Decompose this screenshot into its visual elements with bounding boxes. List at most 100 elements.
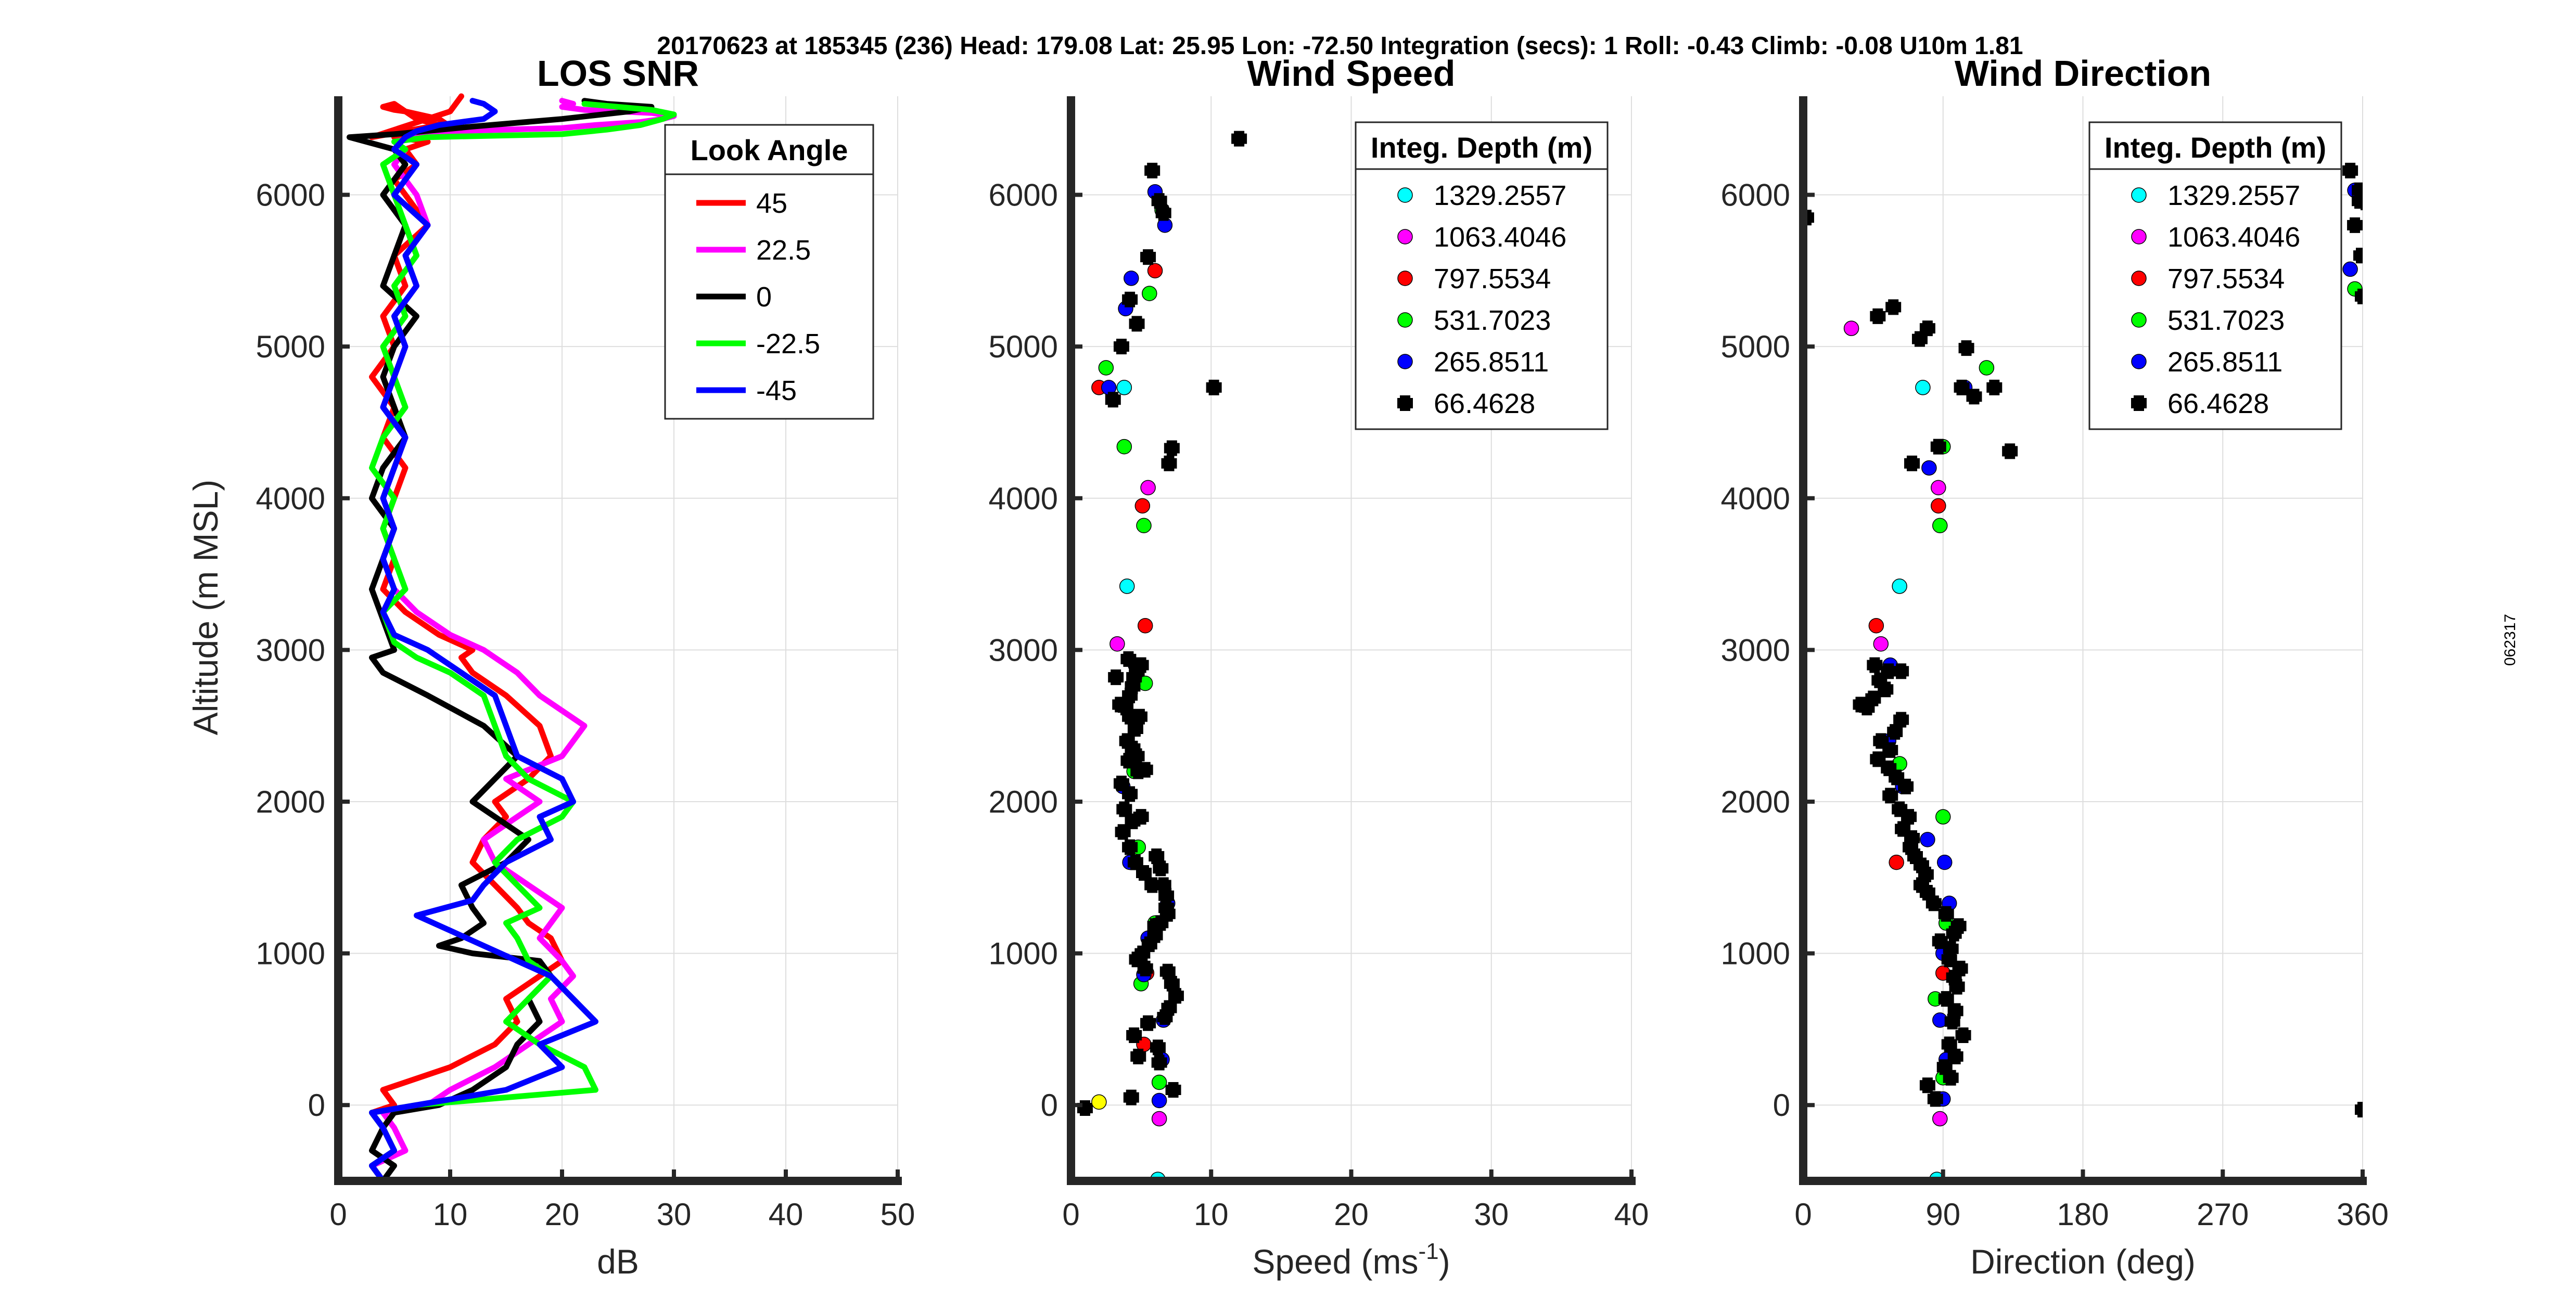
wind-direction-title: Wind Direction bbox=[1955, 53, 2211, 94]
y-tick-label: 4000 bbox=[1721, 481, 1790, 516]
data-point bbox=[1153, 860, 1169, 877]
legend-swatch-797.5534 bbox=[2131, 271, 2147, 286]
data-point bbox=[1116, 801, 1132, 817]
y-tick-label: 2000 bbox=[989, 784, 1058, 819]
y-tick-label: 2000 bbox=[1721, 784, 1790, 819]
y-tick-label: 3000 bbox=[989, 633, 1058, 667]
x-tick-label: 40 bbox=[769, 1197, 804, 1232]
data-point bbox=[1986, 379, 2003, 395]
data-point bbox=[2353, 248, 2363, 264]
y-tick-label: 0 bbox=[1773, 1088, 1790, 1123]
data-point bbox=[1133, 809, 1149, 825]
legend-label: 797.5534 bbox=[1434, 263, 1551, 294]
data-point bbox=[1151, 193, 1167, 209]
legend-swatch-1329.2557 bbox=[2131, 187, 2147, 203]
data-point bbox=[1142, 286, 1157, 301]
x-tick-label: 30 bbox=[1474, 1197, 1509, 1232]
data-point bbox=[1889, 854, 1904, 870]
data-point bbox=[1140, 480, 1156, 496]
series-1063.4046 bbox=[1843, 320, 1948, 1127]
data-point bbox=[1147, 918, 1163, 934]
data-point bbox=[1105, 392, 1121, 408]
y-tick-label: 6000 bbox=[989, 178, 1058, 213]
data-point bbox=[1150, 1039, 1166, 1056]
data-point bbox=[1938, 991, 1954, 1007]
data-point bbox=[2002, 443, 2018, 459]
legend-title: Integ. Depth (m) bbox=[1371, 131, 1592, 164]
data-point bbox=[1932, 518, 1948, 534]
data-point bbox=[1116, 380, 1132, 395]
x-tick-label: 40 bbox=[1614, 1197, 1649, 1232]
data-point bbox=[1936, 1059, 1953, 1075]
series-66.4628 bbox=[1077, 131, 1247, 1116]
data-point bbox=[1151, 1054, 1167, 1071]
data-point bbox=[1932, 1111, 1948, 1127]
y-tick-label: 4000 bbox=[256, 481, 325, 516]
series-line--45 bbox=[369, 98, 598, 1181]
data-point bbox=[1966, 389, 1982, 405]
y-tick-label: 0 bbox=[308, 1088, 325, 1123]
data-point bbox=[2342, 162, 2358, 178]
data-point bbox=[1932, 933, 1948, 949]
data-point bbox=[1882, 788, 1898, 804]
legend-label: 265.8511 bbox=[2167, 346, 2282, 378]
legend-swatch-66.4628 bbox=[2131, 395, 2147, 411]
legend-label: -45 bbox=[756, 375, 797, 406]
los-snr-legend: Look Angle 45 22.5 0 -22.5 -45 bbox=[664, 124, 874, 420]
data-point bbox=[1137, 762, 1153, 778]
data-point bbox=[1129, 748, 1145, 764]
legend-swatch-66.4628 bbox=[1397, 395, 1413, 411]
data-point bbox=[1892, 801, 1908, 817]
data-point bbox=[1867, 657, 1883, 673]
los-snr-plot-area bbox=[347, 93, 677, 1181]
data-point bbox=[1144, 162, 1161, 178]
x-tick-label: 10 bbox=[1194, 1197, 1229, 1232]
x-tick-label: 30 bbox=[657, 1197, 692, 1232]
y-tick-label: 1000 bbox=[1721, 936, 1790, 971]
data-point bbox=[1158, 900, 1175, 916]
los-snr-y-label: Altitude (m MSL) bbox=[186, 480, 225, 735]
data-point bbox=[1098, 360, 1114, 376]
legend-label: -22.5 bbox=[756, 328, 820, 359]
legend-swatch-531.7023 bbox=[1397, 312, 1413, 328]
data-point bbox=[1130, 1048, 1146, 1064]
data-point bbox=[1979, 360, 1995, 376]
y-tick-label: 5000 bbox=[256, 329, 325, 364]
series-1329.2557 bbox=[1116, 380, 1166, 1181]
side-date-tag: 062317 bbox=[2502, 614, 2519, 666]
legend-swatch-265.8511 bbox=[1397, 354, 1413, 369]
legend-box bbox=[2088, 121, 2342, 430]
data-point bbox=[1113, 339, 1129, 355]
series-1063.4046 bbox=[1110, 480, 1167, 1127]
data-point bbox=[1904, 455, 1920, 471]
legend-swatch-1063.4046 bbox=[1397, 229, 1413, 245]
wind-direction-x-label: Direction (deg) bbox=[1970, 1242, 2196, 1281]
y-tick-label: 1000 bbox=[989, 936, 1058, 971]
series-line-0 bbox=[347, 98, 655, 1181]
los-snr-x-label: dB bbox=[597, 1242, 639, 1281]
y-tick-label: 5000 bbox=[1721, 329, 1790, 364]
data-point bbox=[1919, 320, 1935, 337]
data-point bbox=[1129, 316, 1145, 332]
data-point bbox=[1920, 832, 1935, 847]
data-point bbox=[1136, 518, 1152, 534]
data-point bbox=[1137, 618, 1153, 634]
legend-label: 22.5 bbox=[756, 235, 811, 266]
data-point bbox=[1231, 131, 1247, 147]
x-tick-label: 0 bbox=[329, 1197, 347, 1232]
data-point bbox=[1165, 1082, 1181, 1098]
data-point bbox=[1116, 439, 1132, 455]
data-point bbox=[2355, 288, 2363, 304]
data-point bbox=[1930, 439, 1946, 455]
data-point bbox=[1140, 1015, 1156, 1031]
x-tick-label: 50 bbox=[881, 1197, 915, 1232]
legend-label: 265.8511 bbox=[1434, 346, 1549, 378]
data-point bbox=[1915, 380, 1931, 395]
wind-direction-legend: Integ. Depth (m) 1329.2557 1063.4046 797.55… bbox=[2088, 121, 2342, 430]
data-point bbox=[1206, 379, 1222, 395]
data-point bbox=[1122, 709, 1138, 725]
los-snr-panel: 0 10 20 30 40 50 0 1000 2000 3000 4000 5000 6000 LOS … bbox=[186, 53, 915, 1281]
data-point bbox=[1853, 697, 1869, 713]
legend-label: 66.4628 bbox=[1434, 388, 1535, 419]
series-66.4628 bbox=[1803, 162, 2363, 1117]
